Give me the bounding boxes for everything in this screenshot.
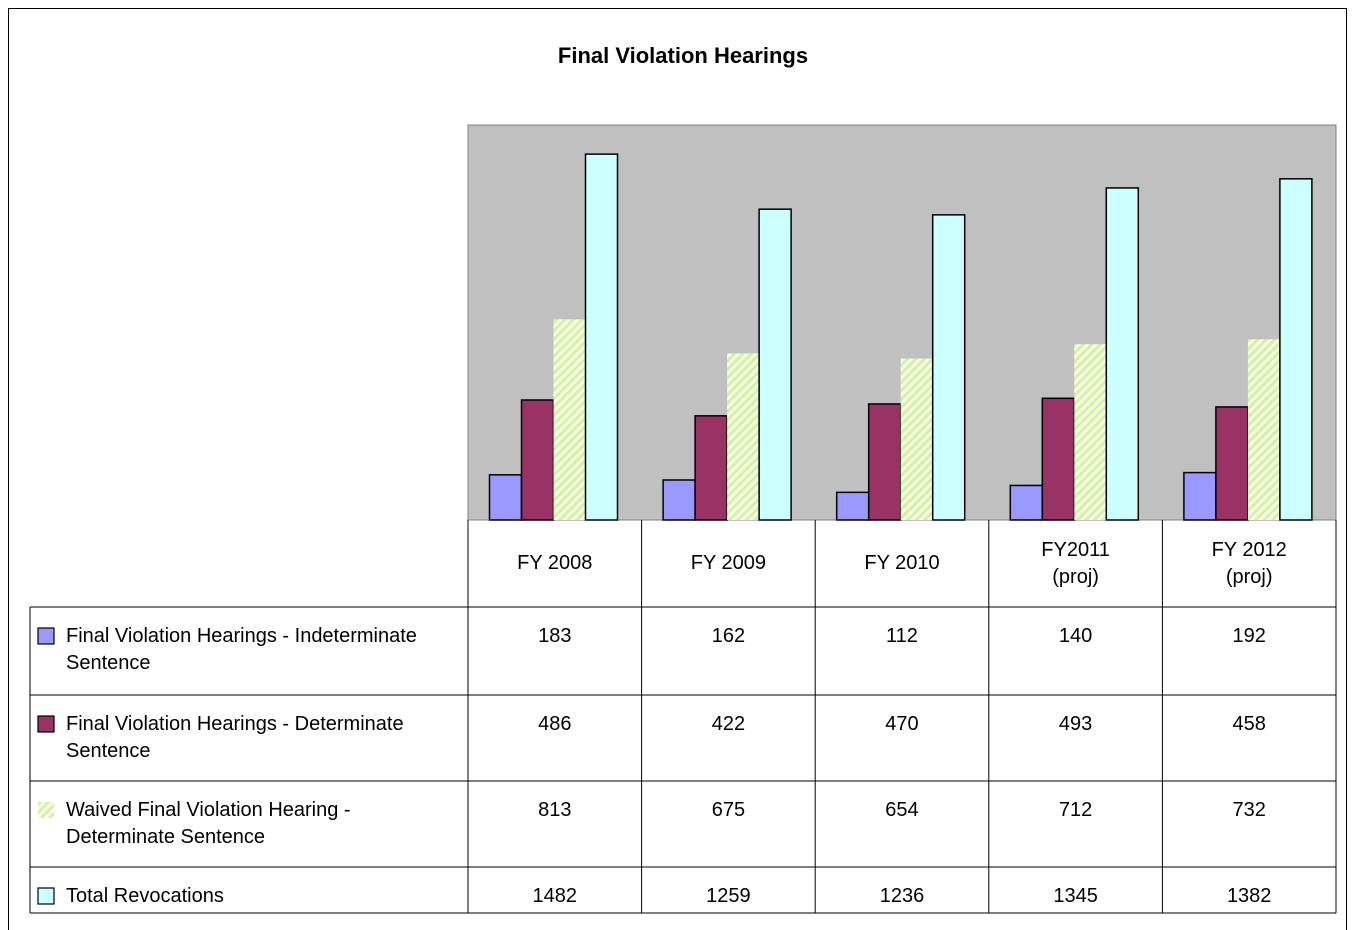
table-value: 732 (1232, 799, 1266, 821)
bar (662, 479, 696, 521)
x-tick-label: FY 2008 (517, 552, 593, 574)
table-value: 1236 (879, 885, 925, 907)
table-value: 1382 (1226, 885, 1272, 907)
x-tick-label: FY 2010 (864, 552, 940, 574)
bar (694, 415, 728, 521)
bar (1105, 187, 1140, 521)
bar (758, 208, 792, 521)
table-value: 162 (711, 625, 746, 647)
table-value: 712 (1058, 799, 1093, 821)
bar (488, 474, 523, 521)
table-value: 493 (1058, 713, 1093, 735)
bar (520, 399, 555, 521)
bar (931, 214, 966, 521)
table-value: 1345 (1053, 885, 1098, 907)
legend-key (37, 715, 55, 733)
legend-label: Final Violation Hearings - Determinate S… (66, 713, 404, 762)
table-value: 675 (711, 799, 746, 821)
bar (584, 153, 619, 521)
legend-key (37, 627, 55, 645)
table-value: 470 (885, 713, 919, 735)
frame (8, 8, 1347, 930)
table-value: 183 (538, 625, 572, 647)
x-tick-label: FY2011 (proj) (1041, 538, 1110, 588)
bar (835, 491, 870, 521)
bar (900, 358, 933, 520)
legend-label: Final Violation Hearings - Indeterminate… (66, 625, 417, 674)
bar (1009, 484, 1044, 521)
x-tick-label: FY 2012 (proj) (1211, 538, 1287, 588)
table-value: 140 (1058, 625, 1093, 647)
bar (553, 319, 586, 520)
chart-title: Final Violation Hearings (557, 43, 809, 68)
bar (1279, 178, 1313, 521)
table-value: 458 (1232, 713, 1266, 735)
legend-label: Total Revocations (66, 885, 224, 907)
legend-key (38, 802, 54, 818)
table-value: 112 (886, 625, 918, 647)
table-value: 1482 (532, 885, 578, 907)
table-value: 192 (1232, 625, 1266, 647)
legend-label: Waived Final Violation Hearing - Determi… (66, 799, 351, 848)
bar (1074, 344, 1107, 520)
table-value: 1259 (706, 885, 751, 907)
legend-key (37, 887, 55, 905)
bar (727, 353, 760, 520)
table-value: 422 (711, 713, 746, 735)
x-tick-label: FY 2009 (690, 552, 767, 574)
bar (1041, 397, 1076, 521)
bar (1215, 406, 1249, 521)
bar (1247, 339, 1280, 520)
table-value: 813 (538, 799, 572, 821)
bar (1183, 471, 1217, 521)
bar (867, 403, 902, 521)
table-value: 486 (538, 713, 572, 735)
table-value: 654 (885, 799, 919, 821)
